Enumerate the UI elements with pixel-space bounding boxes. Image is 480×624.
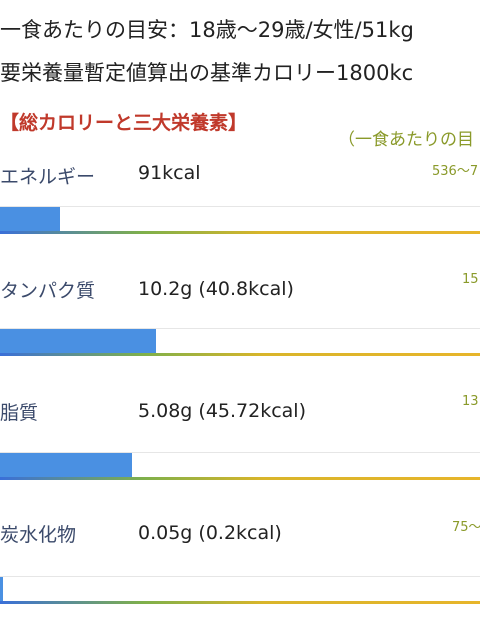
row-range-energy: 536〜7 bbox=[432, 164, 479, 179]
bar-fill-fat bbox=[0, 453, 132, 477]
bar-baseline bbox=[0, 601, 480, 604]
row-range-protein: 15 bbox=[462, 272, 479, 287]
bar-fill-energy bbox=[0, 207, 60, 231]
row-value-protein: 10.2g (40.8kcal) bbox=[138, 278, 294, 300]
bar-track-line bbox=[0, 328, 480, 329]
row-value-fat: 5.08g (45.72kcal) bbox=[138, 400, 306, 422]
row-label-energy: エネルギー bbox=[0, 166, 96, 188]
row-label-carbs: 炭水化物 bbox=[0, 524, 77, 546]
bar-baseline bbox=[0, 231, 480, 234]
bar-fill-protein bbox=[0, 329, 156, 353]
row-value-carbs: 0.05g (0.2kcal) bbox=[138, 522, 282, 544]
row-range-carbs: 75〜 bbox=[452, 520, 480, 535]
section-title: 【総カロリーと三大栄養素】 bbox=[0, 112, 248, 134]
section-note: （一食あたりの目 bbox=[338, 130, 474, 150]
row-label-protein: タンパク質 bbox=[0, 280, 96, 302]
bar-energy bbox=[0, 206, 480, 236]
bar-baseline bbox=[0, 353, 480, 356]
header-line-2: 要栄養量暫定値算出の基準カロリー1800kc bbox=[0, 61, 414, 85]
bar-track-line bbox=[0, 576, 480, 577]
bar-carbs bbox=[0, 576, 480, 606]
bar-track-line bbox=[0, 206, 480, 207]
bar-fill-carbs bbox=[0, 577, 3, 601]
header-line-1: 一食あたりの目安：18歳〜29歳/女性/51kg bbox=[0, 18, 414, 42]
bar-fat bbox=[0, 452, 480, 482]
bar-track-line bbox=[0, 452, 480, 453]
row-range-fat: 13 bbox=[462, 394, 479, 409]
bar-protein bbox=[0, 328, 480, 358]
row-label-fat: 脂質 bbox=[0, 402, 39, 424]
row-value-energy: 91kcal bbox=[138, 162, 201, 184]
bar-baseline bbox=[0, 477, 480, 480]
